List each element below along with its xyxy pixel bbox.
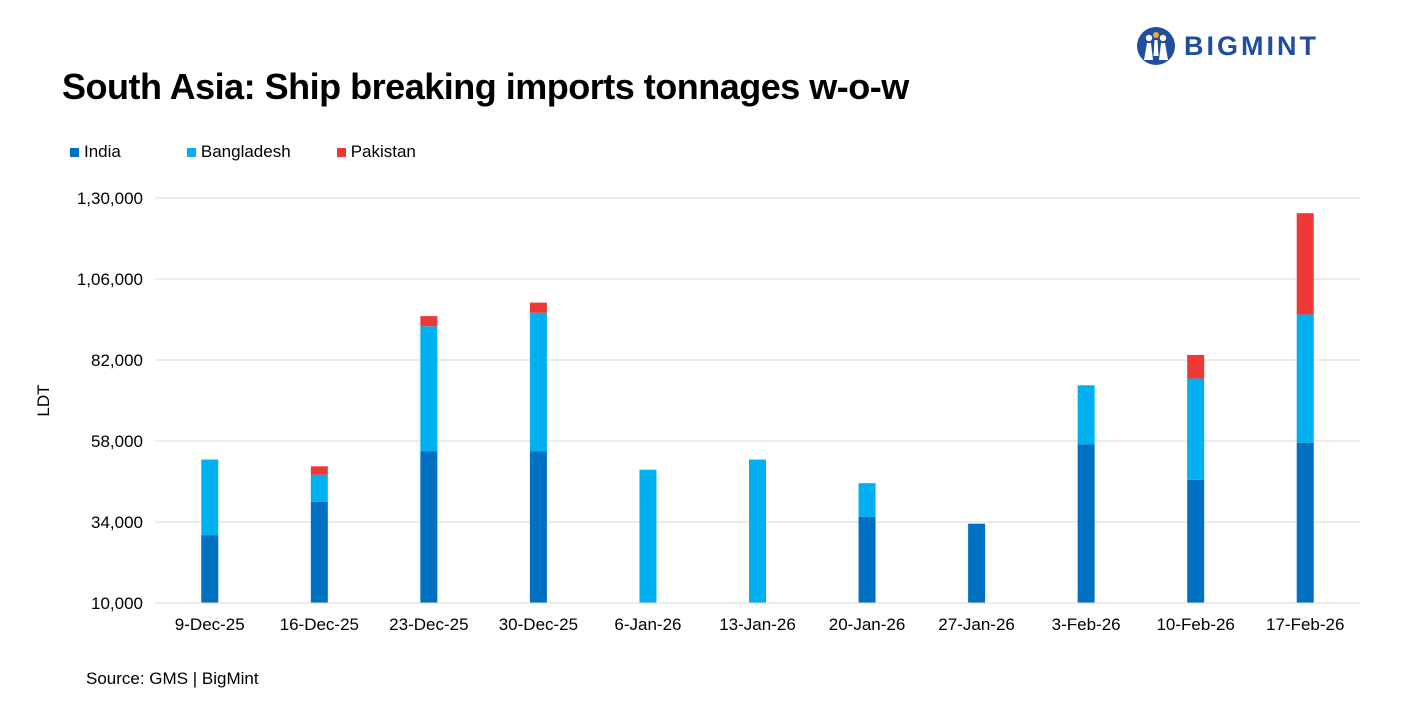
- bar-india-17-Feb-26: [1296, 442, 1314, 603]
- bar-india-16-Dec-25: [310, 501, 328, 603]
- people-circle-logo-icon: [1137, 27, 1175, 65]
- bar-bangladesh-20-Jan-26: [858, 483, 876, 517]
- y-tick-label: 1,30,000: [77, 189, 143, 208]
- legend-swatch: [336, 147, 346, 157]
- bar-pakistan-10-Feb-26: [1187, 354, 1205, 379]
- brand-logo: BIGMINT: [1136, 24, 1319, 68]
- y-axis-label: LDT: [34, 384, 53, 416]
- legend-item-pakistan: Pakistan: [336, 142, 416, 162]
- x-tick-label: 27-Jan-26: [938, 615, 1015, 634]
- x-tick-label: 3-Feb-26: [1052, 615, 1121, 634]
- chart-legend: India Bangladesh Pakistan: [70, 142, 456, 162]
- legend-swatch: [70, 147, 79, 157]
- bar-pakistan-16-Dec-25: [310, 466, 328, 475]
- legend-item-bangladesh: Bangladesh: [186, 142, 291, 162]
- bar-india-30-Dec-25: [529, 451, 547, 603]
- legend-label: Bangladesh: [200, 142, 291, 161]
- bar-bangladesh-3-Feb-26: [1077, 385, 1095, 445]
- bar-india-10-Feb-26: [1187, 479, 1205, 603]
- x-tick-label: 30-Dec-25: [499, 615, 578, 634]
- x-tick-label: 13-Jan-26: [719, 615, 796, 634]
- x-tick-label: 9-Dec-25: [175, 615, 245, 634]
- bar-bangladesh-23-Dec-25: [420, 326, 438, 452]
- bar-pakistan-30-Dec-25: [529, 302, 547, 313]
- x-tick-label: 20-Jan-26: [829, 615, 906, 634]
- bar-bangladesh-16-Dec-25: [310, 474, 328, 502]
- bar-pakistan-23-Dec-25: [420, 316, 438, 327]
- bar-india-20-Jan-26: [858, 516, 876, 603]
- y-tick-label: 10,000: [91, 594, 143, 613]
- legend-label: Pakistan: [350, 142, 416, 161]
- bar-pakistan-17-Feb-26: [1296, 213, 1314, 315]
- x-tick-label: 17-Feb-26: [1266, 615, 1344, 634]
- source-note: Source: GMS | BigMint: [86, 669, 259, 688]
- y-tick-label: 58,000: [91, 432, 143, 451]
- bar-india-23-Dec-25: [420, 451, 438, 603]
- bar-india-9-Dec-25: [201, 535, 219, 603]
- bar-bangladesh-17-Feb-26: [1296, 314, 1314, 443]
- brand-name: BIGMINT: [1184, 30, 1319, 61]
- x-tick-label: 10-Feb-26: [1156, 615, 1234, 634]
- legend-swatch: [186, 147, 196, 157]
- x-tick-label: 6-Jan-26: [614, 615, 681, 634]
- bar-bangladesh-6-Jan-26: [639, 469, 657, 603]
- legend-item-india: India: [70, 142, 121, 162]
- legend-label: India: [84, 142, 121, 161]
- bar-bangladesh-13-Jan-26: [749, 459, 766, 603]
- bar-bangladesh-30-Dec-25: [529, 312, 547, 452]
- y-tick-label: 1,06,000: [77, 270, 143, 289]
- x-tick-label: 16-Dec-25: [280, 615, 359, 634]
- bar-bangladesh-10-Feb-26: [1187, 378, 1205, 480]
- bar-india-3-Feb-26: [1077, 444, 1095, 603]
- page-title: South Asia: Ship breaking imports tonnag…: [62, 66, 909, 107]
- bar-india-27-Jan-26: [968, 523, 986, 603]
- x-tick-label: 23-Dec-25: [389, 615, 468, 634]
- bar-bangladesh-9-Dec-25: [201, 459, 219, 536]
- y-tick-label: 34,000: [91, 513, 143, 532]
- y-tick-label: 82,000: [91, 351, 143, 370]
